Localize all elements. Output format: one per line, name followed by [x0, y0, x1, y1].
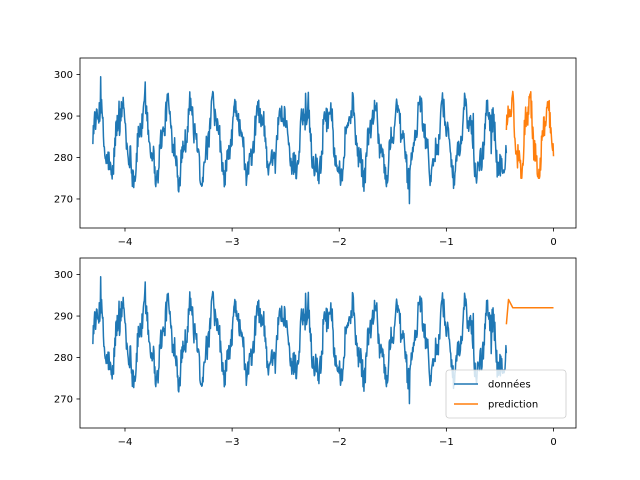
- x-tick-label: −4: [118, 237, 133, 248]
- y-tick-label: 270: [54, 194, 73, 205]
- y-tick-label: 280: [54, 353, 73, 364]
- y-tick-label: 270: [54, 394, 73, 405]
- axes-frame: [79, 57, 577, 229]
- x-tick-label: −3: [225, 237, 240, 248]
- series-line-2: [505, 298, 554, 325]
- x-tick-label: −1: [439, 237, 454, 248]
- x-tick-label: −2: [332, 237, 347, 248]
- y-tick-label: 300: [54, 270, 73, 281]
- y-tick-label: 300: [54, 70, 73, 81]
- x-tick-label: −2: [332, 437, 347, 448]
- subplot-1: −4 −3 −2 −1 0 270 280 290 300: [54, 57, 577, 248]
- x-tick-label: −1: [439, 437, 454, 448]
- x-tick-label: 0: [550, 437, 556, 448]
- legend-label: prediction: [488, 400, 538, 411]
- x-tick-label: 0: [550, 237, 556, 248]
- legend-label: données: [488, 379, 531, 391]
- x-tick-label: −3: [225, 437, 240, 448]
- y-tick-label: 290: [54, 112, 73, 123]
- subplot-2: −4 −3 −2 −1 0 270 280 290 300 données prediction: [54, 257, 577, 448]
- axes-frame: [79, 257, 577, 429]
- y-tick-label: 290: [54, 312, 73, 323]
- series-line-1: [92, 76, 508, 205]
- y-tick-label: 280: [54, 153, 73, 164]
- legend: données prediction: [445, 369, 567, 419]
- x-tick-label: −4: [118, 437, 133, 448]
- legend-box: [445, 369, 567, 419]
- series-line-2: [505, 90, 555, 179]
- series-line-1: [92, 276, 508, 405]
